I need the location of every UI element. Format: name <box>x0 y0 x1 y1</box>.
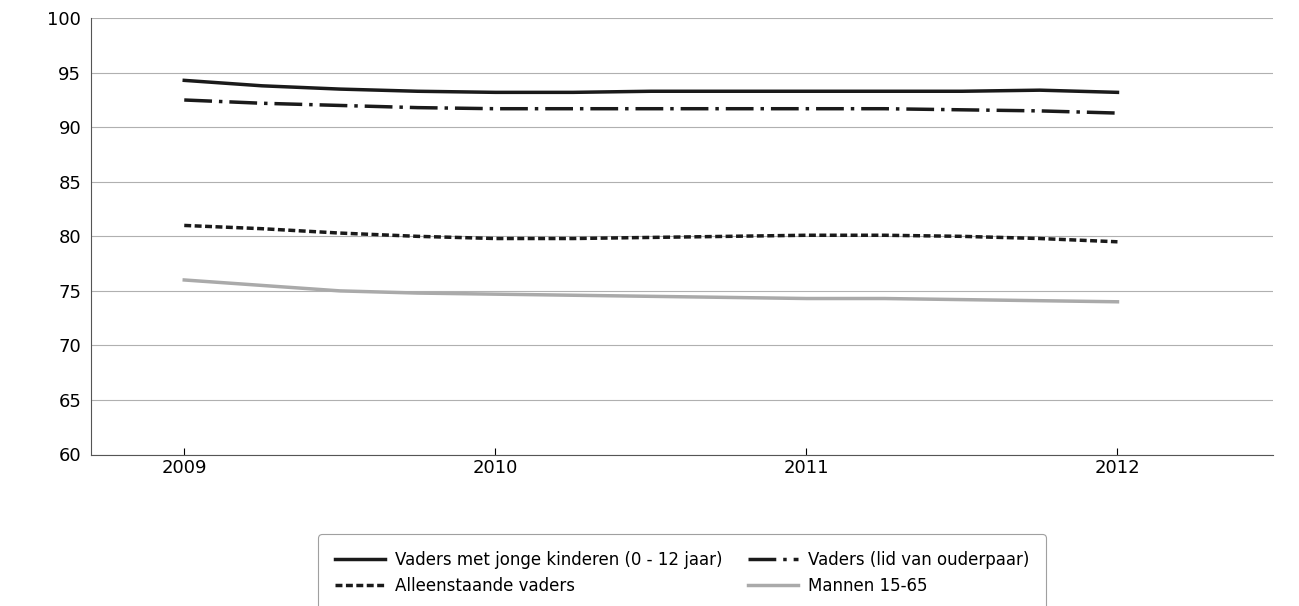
Legend: Vaders met jonge kinderen (0 - 12 jaar), Alleenstaande vaders, Vaders (lid van o: Vaders met jonge kinderen (0 - 12 jaar),… <box>318 534 1046 606</box>
